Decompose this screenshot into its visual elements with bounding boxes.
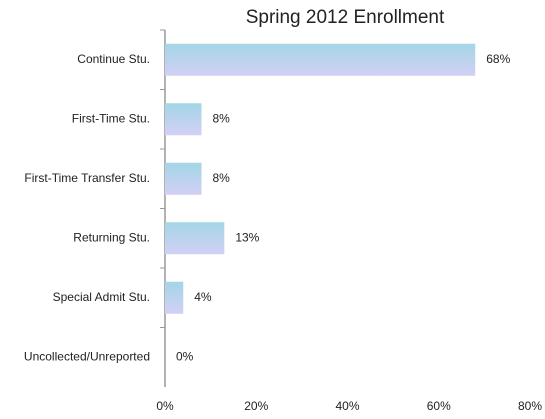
y-tick-label: Continue Stu. [77,52,150,66]
x-tick-label: 20% [244,399,268,413]
bar [165,162,202,195]
y-tick-label: First-Time Stu. [72,111,150,125]
x-tick-label: 40% [335,399,359,413]
bar [165,281,184,314]
bar [165,222,225,255]
value-label: 13% [235,230,259,244]
chart-title: Spring 2012 Enrollment [246,7,445,28]
value-label: 68% [486,52,510,66]
bar [165,103,202,136]
y-tick-label: First-Time Transfer Stu. [24,171,150,185]
x-tick-label: 0% [156,399,174,413]
bar [165,43,476,76]
y-tick-label: Uncollected/Unreported [24,349,150,363]
value-label: 4% [194,290,212,304]
value-label: 8% [213,171,231,185]
x-tick-label: 80% [518,399,542,413]
y-tick-label: Special Admit Stu. [53,290,150,304]
y-tick-label: Returning Stu. [73,230,150,244]
x-tick-label: 60% [427,399,451,413]
value-label: 8% [213,111,231,125]
value-label: 0% [176,349,194,363]
